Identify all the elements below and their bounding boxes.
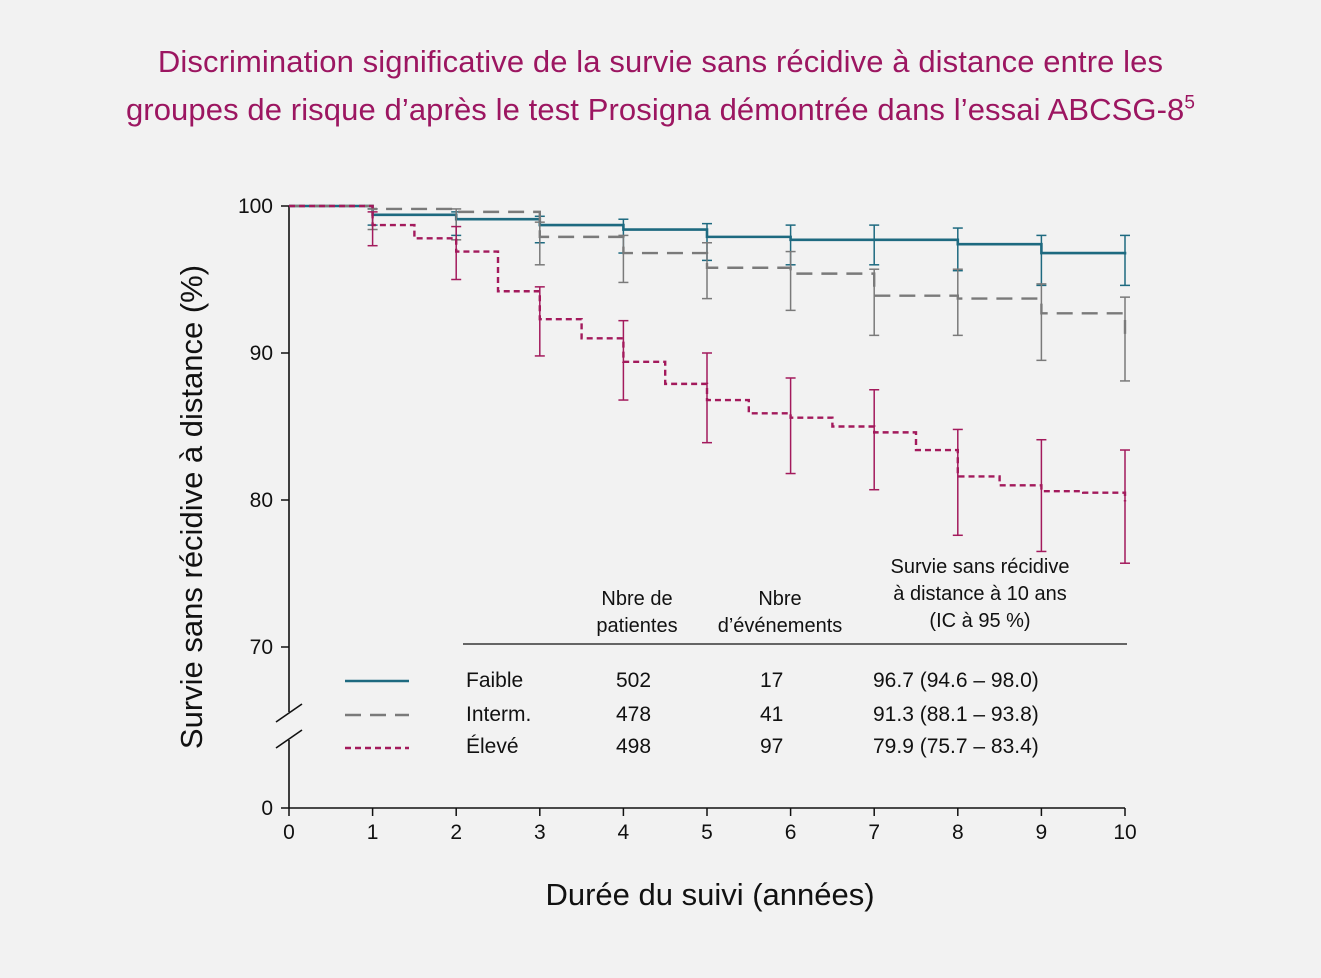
header-events-line-2: d’événements (717, 615, 843, 637)
chart-marks (289, 204, 1130, 564)
row-events-faible: 17 (760, 669, 784, 692)
header-survival-line-3: (IC à 95 %) (929, 610, 1031, 632)
row-survival-eleve: 79.9 (75.7 – 83.4) (873, 735, 1039, 758)
y-tick-label: 0 (261, 797, 273, 820)
row-patients-faible: 502 (616, 669, 652, 692)
x-axis-label: Durée du suivi (années) (545, 877, 875, 912)
header-survival-line-2: à distance à 10 ans (893, 583, 1067, 605)
x-tick-label: 4 (618, 821, 630, 844)
row-events-eleve: 97 (760, 735, 784, 758)
axis-break-mark-upper (275, 703, 303, 723)
header-patients-line-2: patientes (596, 615, 678, 637)
x-tick-label: 6 (785, 821, 797, 844)
header-survival: Survie sans récidive à distance à 10 ans… (865, 554, 1095, 635)
chart-title-line-2-text: groupes de risque d’après le test Prosig… (125, 92, 1185, 127)
row-label-interm: Interm. (466, 703, 532, 726)
row-label-eleve: Élevé (466, 735, 519, 758)
chart-title: Discrimination significative de la survi… (0, 38, 1321, 134)
y-tick-label: 100 (238, 195, 273, 218)
header-patients-line-1: Nbre de (601, 588, 673, 610)
series-line-eleve (289, 204, 1127, 502)
row-events-interm: 41 (760, 703, 784, 726)
header-events: Nbre d’événements (700, 586, 860, 640)
chart-axes: 100 90 80 70 00 1 2 3 4 5 6 7 8 9 10 (238, 195, 1137, 844)
x-tick-label: 3 (534, 821, 546, 844)
x-tick-label: 10 (1113, 821, 1136, 844)
header-events-line-1: Nbre (758, 588, 802, 610)
x-tick-label: 8 (952, 821, 964, 844)
row-label-faible: Faible (466, 669, 524, 692)
y-tick-label: 90 (250, 342, 273, 365)
header-patients: Nbre de patientes (578, 586, 696, 640)
x-tick-label: 7 (868, 821, 880, 844)
y-tick-label: 70 (250, 636, 273, 659)
header-survival-line-1: Survie sans récidive (890, 556, 1070, 578)
chart-title-line-2: groupes de risque d’après le test Prosig… (0, 86, 1321, 134)
x-tick-label: 5 (701, 821, 713, 844)
row-survival-faible: 96.7 (94.6 – 98.0) (873, 669, 1039, 692)
y-tick-label: 80 (250, 489, 273, 512)
x-tick-label: 2 (450, 821, 462, 844)
x-tick-label: 1 (367, 821, 379, 844)
axis-break-mark-lower (275, 729, 303, 749)
legend-swatches (345, 679, 409, 750)
row-patients-interm: 478 (616, 703, 652, 726)
row-survival-interm: 91.3 (88.1 – 93.8) (873, 703, 1039, 726)
x-tick-label: 9 (1036, 821, 1048, 844)
series-line-interm (289, 204, 1127, 334)
chart-title-superscript: 5 (1184, 92, 1196, 114)
x-tick-label: 0 (283, 821, 295, 844)
row-patients-eleve: 498 (616, 735, 652, 758)
chart-title-line-1: Discrimination significative de la survi… (157, 44, 1164, 79)
